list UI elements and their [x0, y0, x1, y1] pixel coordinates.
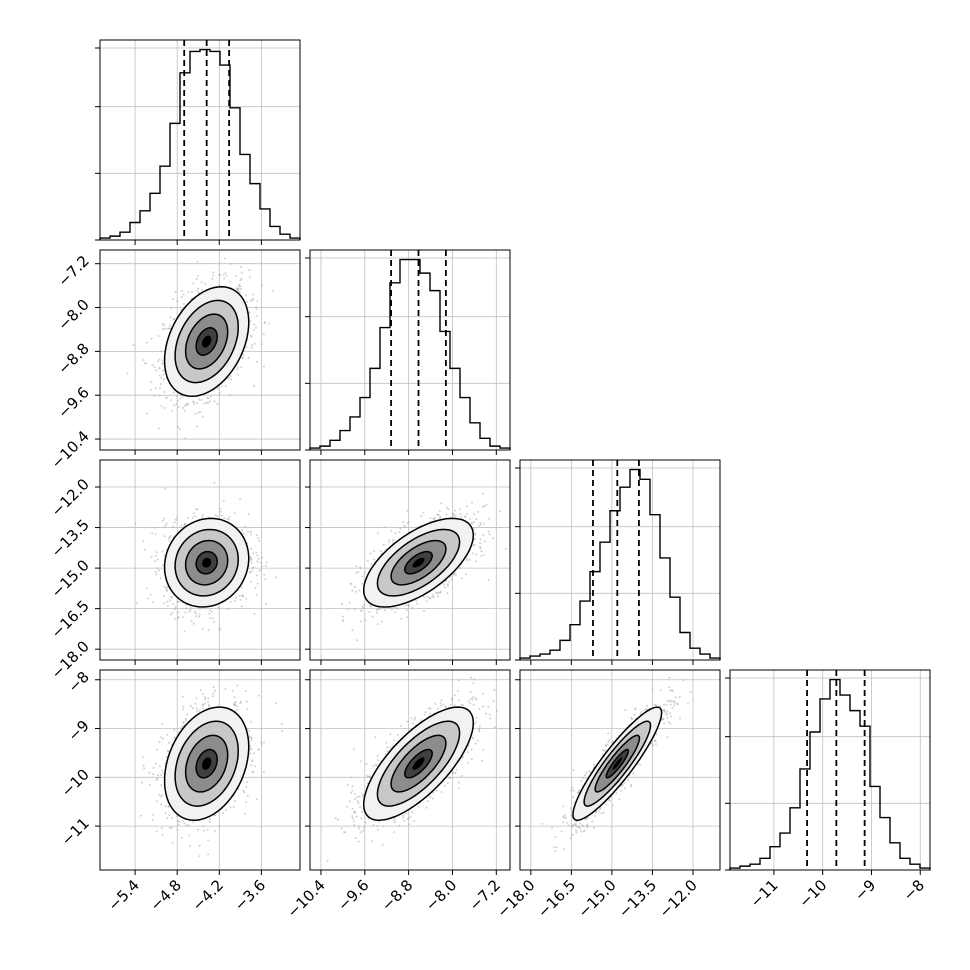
contour-line — [583, 720, 652, 807]
panel-2d-2-1 — [305, 459, 511, 665]
x-tick-label: −4.2 — [189, 876, 227, 914]
contour-line — [376, 720, 461, 807]
contour-line — [376, 528, 461, 597]
contour-line — [390, 734, 447, 793]
contour-line — [594, 734, 641, 793]
panel-content — [326, 676, 503, 862]
panel-bg — [100, 40, 300, 240]
x-tick-label: −5.4 — [104, 876, 142, 914]
contour-line — [362, 517, 475, 608]
contour-line — [605, 748, 630, 779]
panel-2d-2-0: −18.0−16.5−15.0−13.5−12.0 — [48, 459, 301, 683]
x-tick-label: −11 — [747, 876, 782, 911]
histogram-step — [729, 678, 931, 870]
panel-frame — [519, 669, 721, 871]
x-tick-label: −8.8 — [378, 876, 416, 914]
panel-content — [126, 257, 275, 450]
histogram-step — [99, 48, 301, 240]
panel-2d-1-0: −10.4 −9.6 −8.8 −8.0 −7.2 — [48, 249, 301, 472]
panel-frame — [99, 459, 301, 661]
x-tick-label: −18.0 — [493, 876, 538, 921]
x-tick-label: −4.8 — [147, 876, 185, 914]
contour-line — [184, 539, 229, 586]
panel-content — [541, 676, 692, 853]
density-band — [612, 757, 623, 770]
x-tick-label: −10.4 — [284, 876, 329, 921]
contour-line — [390, 539, 447, 586]
panel-hist-0 — [95, 39, 301, 245]
y-tick-label: −16.5 — [48, 597, 93, 642]
y-tick-label: −15.0 — [48, 556, 93, 601]
y-tick-label: −12.0 — [48, 475, 93, 520]
contour-line — [163, 706, 250, 821]
histogram-step — [309, 258, 511, 450]
panel-2d-3-1: −10.4 −9.6 −8.8 −8.0 −7.2 — [284, 669, 511, 921]
histogram-step — [519, 468, 721, 660]
contour-line — [163, 285, 250, 398]
contour-line — [195, 748, 218, 779]
contour-line — [195, 327, 218, 356]
panel-hist-1 — [305, 249, 511, 455]
x-tick-label: −16.5 — [534, 876, 579, 921]
y-tick-label: −10 — [58, 765, 93, 800]
x-tick-label: −10 — [795, 876, 830, 911]
x-tick-label: −3.6 — [231, 876, 269, 914]
contour-line — [184, 313, 229, 370]
contour-line — [362, 706, 475, 821]
x-tick-label: −8 — [900, 876, 928, 904]
contour-line — [404, 748, 433, 779]
panel-hist-3: −11 −10 −9 −8 — [725, 669, 931, 911]
x-tick-label: −15.0 — [574, 876, 619, 921]
panel-frame — [519, 459, 721, 661]
contour-line — [174, 720, 239, 807]
contour-line — [572, 706, 663, 821]
panel-2d-3-0: −5.4 −4.8 −4.2 −3.6−11−10−9−8 — [58, 668, 301, 915]
y-tick-label: −11 — [58, 814, 93, 849]
contour-line — [163, 517, 250, 608]
panel-2d-3-2: −18.0−16.5−15.0−13.5−12.0 — [493, 669, 721, 921]
y-tick-label: −9 — [64, 717, 92, 745]
panel-content — [134, 481, 278, 633]
x-tick-label: −9 — [851, 876, 879, 904]
density-band — [202, 335, 212, 348]
contour-line — [195, 550, 218, 575]
y-tick-label: −9.6 — [54, 383, 92, 421]
panel-hist-2 — [515, 459, 721, 665]
y-tick-label: −13.5 — [48, 516, 93, 561]
density-band — [412, 757, 425, 770]
y-tick-label: −8.8 — [54, 339, 92, 377]
panel-frame — [729, 669, 931, 871]
x-tick-label: −12.0 — [656, 876, 701, 921]
y-tick-label: −8.0 — [54, 296, 92, 334]
density-band — [202, 557, 212, 568]
panel-content — [139, 684, 284, 858]
panel-bg — [310, 250, 510, 450]
contour-line — [174, 299, 239, 384]
panel-frame — [309, 249, 511, 451]
panel-frame — [309, 459, 511, 661]
density-band — [412, 557, 425, 568]
contour-line — [404, 550, 433, 575]
x-tick-label: −9.6 — [334, 876, 372, 914]
density-band — [202, 757, 212, 770]
contour-line — [174, 528, 239, 597]
panel-frame — [99, 39, 301, 241]
panel-bg — [730, 670, 930, 870]
y-tick-label: −7.2 — [54, 252, 92, 290]
panel-frame — [309, 669, 511, 871]
panel-content — [340, 492, 507, 642]
y-tick-label: −10.4 — [48, 427, 93, 472]
contour-line — [184, 734, 229, 793]
x-tick-label: −8.0 — [422, 876, 460, 914]
panel-frame — [99, 249, 301, 451]
x-tick-label: −13.5 — [615, 876, 660, 921]
panel-frame — [99, 669, 301, 871]
